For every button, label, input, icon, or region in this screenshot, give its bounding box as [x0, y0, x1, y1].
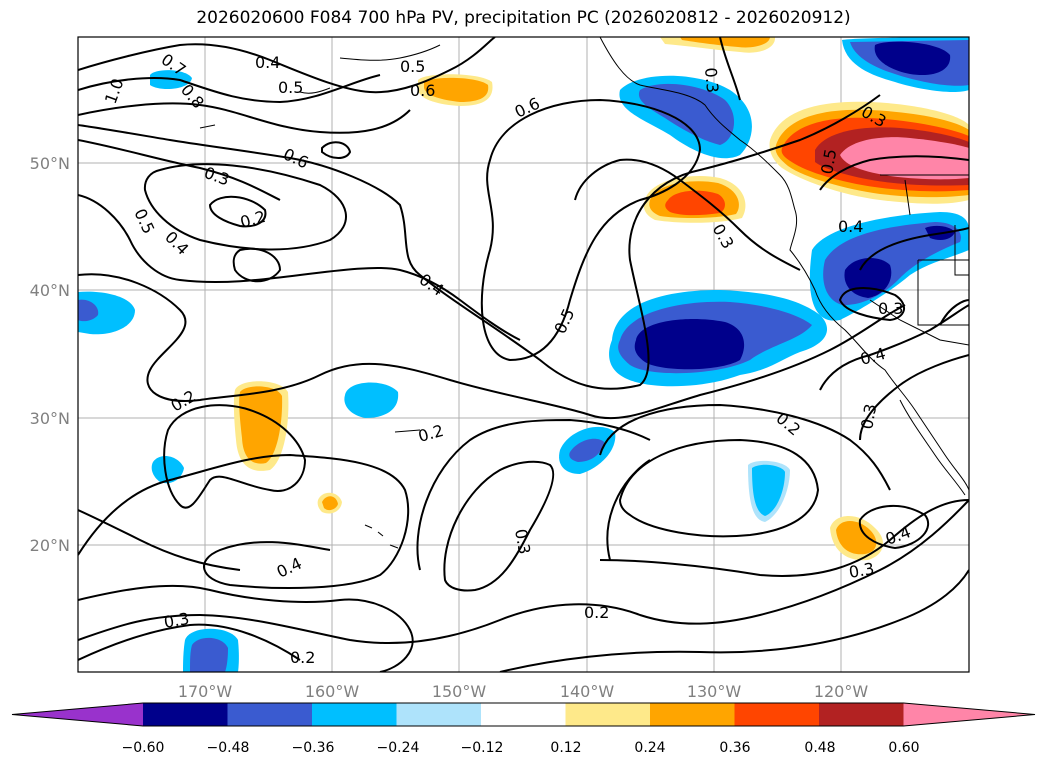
- contour-label: 0.3: [878, 299, 903, 318]
- pv-contours: [78, 37, 969, 672]
- contour-label: 0.2: [290, 648, 315, 667]
- colorbar-tick-label: −0.24: [377, 740, 420, 756]
- contour-label: 0.6: [410, 81, 435, 100]
- lon-label: 160°W: [305, 682, 360, 701]
- lon-label: 140°W: [560, 682, 615, 701]
- colorbar-tick-label: −0.36: [292, 740, 335, 756]
- map-title: 2026020600 F084 700 hPa PV, precipitatio…: [196, 8, 851, 28]
- colorbar-segment: [227, 703, 313, 726]
- contour-label: 0.2: [584, 603, 609, 622]
- coastlines: [199, 37, 969, 549]
- colorbar-segment: [650, 703, 735, 726]
- contour-label: 0.4: [255, 53, 280, 72]
- contour-label: 0.3: [847, 559, 875, 582]
- colorbar-tick-label: 0.12: [550, 740, 581, 756]
- colorbar-extend-min: [12, 703, 143, 726]
- colorbar-tick-label: −0.48: [207, 740, 250, 756]
- colorbar-tick-label: 0.48: [804, 740, 835, 756]
- contour-label: 0.3: [162, 609, 190, 632]
- contour-label: 0.4: [838, 217, 863, 236]
- colorbar-ticks: −0.60 −0.48 −0.36 −0.24 −0.12 0.12 0.24 …: [122, 740, 920, 756]
- colorbar-tick-label: 0.24: [634, 740, 665, 756]
- colorbar: [11, 702, 1036, 727]
- lon-label: 120°W: [814, 682, 869, 701]
- contour-label: 0.5: [278, 78, 303, 97]
- colorbar-tick-label: −0.60: [122, 740, 165, 756]
- colorbar-tick-label: 0.60: [888, 740, 919, 756]
- contour-label: 0.3: [511, 527, 534, 555]
- colorbar-segment: [312, 703, 397, 726]
- longitude-labels: 170°W 160°W 150°W 140°W 130°W 120°W: [178, 682, 869, 701]
- colorbar-segment: [143, 703, 228, 726]
- contour-label: 0.5: [400, 57, 425, 76]
- lon-label: 130°W: [687, 682, 742, 701]
- colorbar-segment: [565, 703, 651, 726]
- colorbar-segment: [481, 703, 566, 726]
- contour-labels: 0.4 0.5 0.7 0.8 1.0 0.6 0.5 0.6 0.3 0.3 …: [101, 50, 913, 667]
- lon-label: 170°W: [178, 682, 233, 701]
- contour-label: 0.3: [701, 67, 722, 94]
- lon-label: 150°W: [432, 682, 487, 701]
- map-frame: [77, 36, 970, 673]
- precip-shading: [78, 37, 969, 672]
- contour-label: 0.5: [817, 147, 840, 175]
- colorbar-segment: [396, 703, 482, 726]
- lat-label: 30°N: [30, 409, 70, 428]
- latitude-labels: 50°N 40°N 30°N 20°N: [30, 154, 70, 555]
- colorbar-tick-label: −0.12: [461, 740, 504, 756]
- colorbar-tick-label: 0.36: [719, 740, 750, 756]
- colorbar-outline: [11, 702, 1036, 727]
- lat-label: 50°N: [30, 154, 70, 173]
- lat-label: 40°N: [30, 281, 70, 300]
- colorbar-segment: [819, 703, 904, 726]
- lat-label: 20°N: [30, 536, 70, 555]
- colorbar-segment: [734, 703, 820, 726]
- colorbar-extend-max: [903, 703, 1035, 726]
- contour-label: 0.3: [857, 402, 880, 430]
